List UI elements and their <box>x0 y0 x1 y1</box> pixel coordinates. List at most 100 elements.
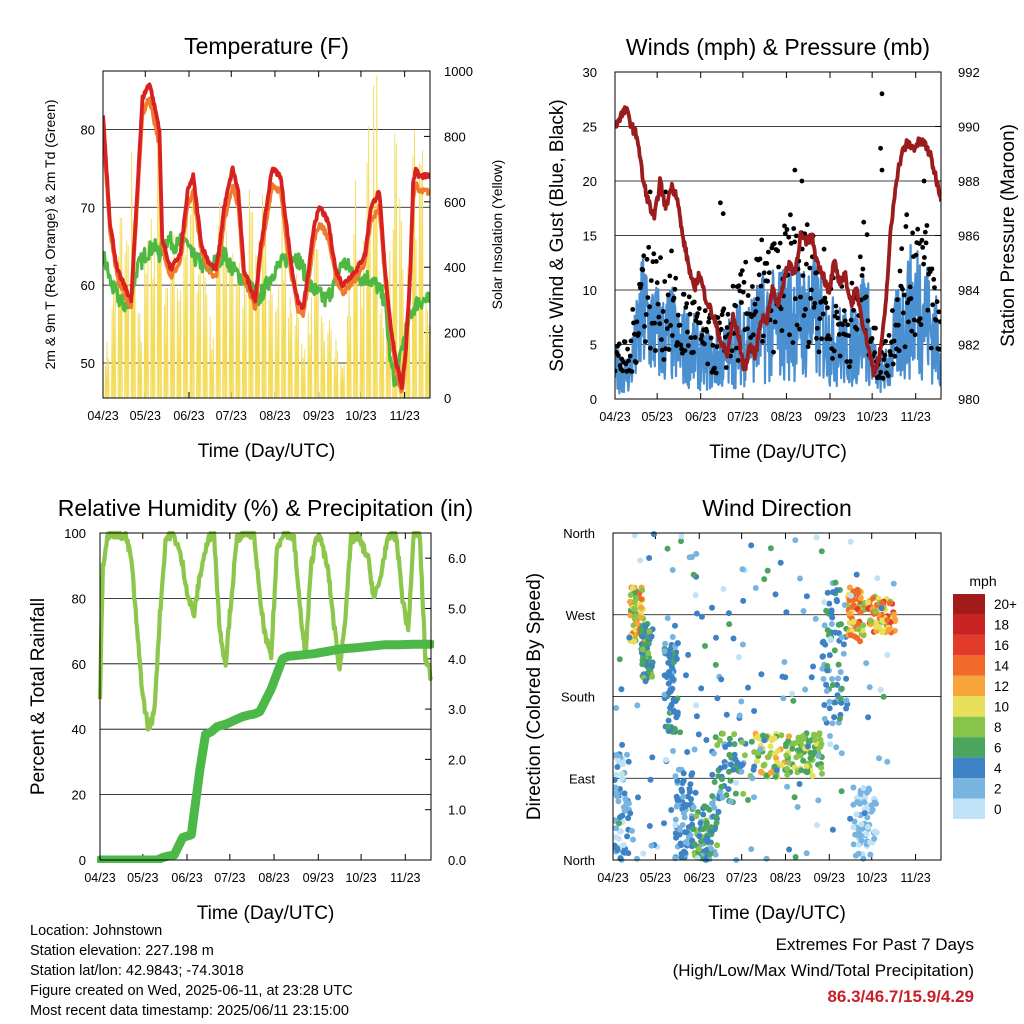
gust-dot <box>817 316 823 322</box>
direction-dot <box>679 788 686 795</box>
direction-dot <box>786 733 792 740</box>
direction-dot <box>616 820 622 827</box>
direction-dot <box>829 826 836 833</box>
gust-dot <box>684 301 690 306</box>
x-tick-label: 09/23 <box>303 409 334 423</box>
gust-dot <box>794 322 800 328</box>
direction-dot <box>723 711 730 718</box>
y2-tick-label: 988 <box>958 174 980 189</box>
direction-dot <box>815 797 822 804</box>
gust-dot <box>739 268 745 273</box>
direction-dot <box>638 604 645 611</box>
y-tick-label: 80 <box>72 591 86 606</box>
direction-dot <box>794 804 801 810</box>
direction-dot <box>812 615 819 622</box>
gust-dot <box>831 348 837 354</box>
direction-dot <box>728 798 734 805</box>
direction-dot <box>674 640 681 647</box>
x-tick-label: 10/23 <box>345 871 376 885</box>
direction-dot <box>712 851 719 858</box>
y2-tick-label: 200 <box>444 326 466 341</box>
gust-dot <box>864 232 870 238</box>
direction-dot <box>767 545 774 552</box>
gust-dot <box>788 212 793 218</box>
gust-dot <box>710 342 716 348</box>
gust-dot <box>890 361 896 367</box>
gust-dot <box>706 319 711 325</box>
y2-axis-label-winds: Station Pressure (Maroon) <box>998 124 1019 347</box>
gust-dot <box>917 316 923 321</box>
direction-dot <box>731 731 738 738</box>
direction-dot <box>874 575 881 582</box>
y2-tick-label: 982 <box>958 338 980 353</box>
gust-dot <box>851 307 856 313</box>
gust-dot <box>836 332 842 337</box>
direction-dot <box>645 650 652 656</box>
gust-dot <box>801 313 807 318</box>
gust-dot <box>681 291 687 297</box>
direction-dot <box>873 829 880 836</box>
direction-dot <box>836 715 843 722</box>
direction-dot <box>673 803 680 810</box>
y-tick-label: 80 <box>81 122 95 137</box>
direction-dot <box>669 634 676 640</box>
gust-dot <box>896 348 902 354</box>
direction-dot <box>683 829 690 836</box>
y-axis-label-temperature: 2m & 9m T (Red, Orange) & 2m Td (Green) <box>42 100 58 370</box>
gust-dot <box>841 308 847 313</box>
x-tick-label: 08/23 <box>770 871 801 885</box>
direction-dot <box>635 794 641 801</box>
colorbar-label: 0 <box>994 802 1002 817</box>
colorbar-label: 8 <box>994 720 1002 735</box>
panel-title-direction: Wind Direction <box>702 495 852 521</box>
direction-dot <box>693 713 700 720</box>
y2-tick-label: 6.0 <box>448 551 466 566</box>
direction-dot <box>613 772 620 778</box>
direction-dot <box>624 751 630 758</box>
gust-dot <box>809 287 814 293</box>
direction-dot <box>678 854 685 861</box>
direction-dot <box>793 754 800 761</box>
x-tick-label: 10/23 <box>345 409 376 423</box>
gust-dot <box>626 358 631 364</box>
gust-dot <box>778 306 784 312</box>
direction-dot <box>884 651 891 658</box>
gust-dot <box>640 267 646 273</box>
direction-dot <box>685 651 692 658</box>
colorbar-label: 4 <box>994 761 1002 776</box>
colorbar-swatch <box>953 634 985 656</box>
gust-dot <box>743 259 749 265</box>
gust-dot <box>764 261 770 266</box>
colorbar-swatch <box>953 737 985 758</box>
direction-dot <box>719 730 726 737</box>
direction-dot <box>702 643 708 649</box>
direction-dot <box>709 604 715 611</box>
direction-dot <box>813 534 820 541</box>
gust-dot <box>708 335 714 341</box>
gust-dot <box>814 325 820 331</box>
gust-dot <box>912 332 918 338</box>
direction-dot <box>625 815 632 822</box>
gust-dot <box>812 301 818 306</box>
y-tick-label: 60 <box>72 657 86 672</box>
direction-dot <box>784 771 791 778</box>
gust-dot <box>651 251 657 257</box>
gust-dot <box>937 346 941 352</box>
direction-dot <box>728 761 734 768</box>
gust-dot <box>662 279 668 284</box>
direction-dot <box>860 622 867 629</box>
gust-dot <box>761 270 767 276</box>
gust-dot <box>921 178 927 184</box>
direction-dot <box>790 697 797 704</box>
direction-dot <box>785 737 792 744</box>
direction-dot <box>767 743 774 750</box>
direction-dot <box>850 841 857 848</box>
x-axis-label-winds: Time (Day/UTC) <box>709 442 847 463</box>
gust-dot <box>819 336 824 342</box>
y2-tick-label: 984 <box>958 283 980 298</box>
direction-dot <box>865 605 872 612</box>
direction-dot <box>760 732 766 739</box>
direction-dot <box>713 634 719 641</box>
direction-dot <box>837 695 844 702</box>
y-tick-label: 50 <box>81 356 95 371</box>
